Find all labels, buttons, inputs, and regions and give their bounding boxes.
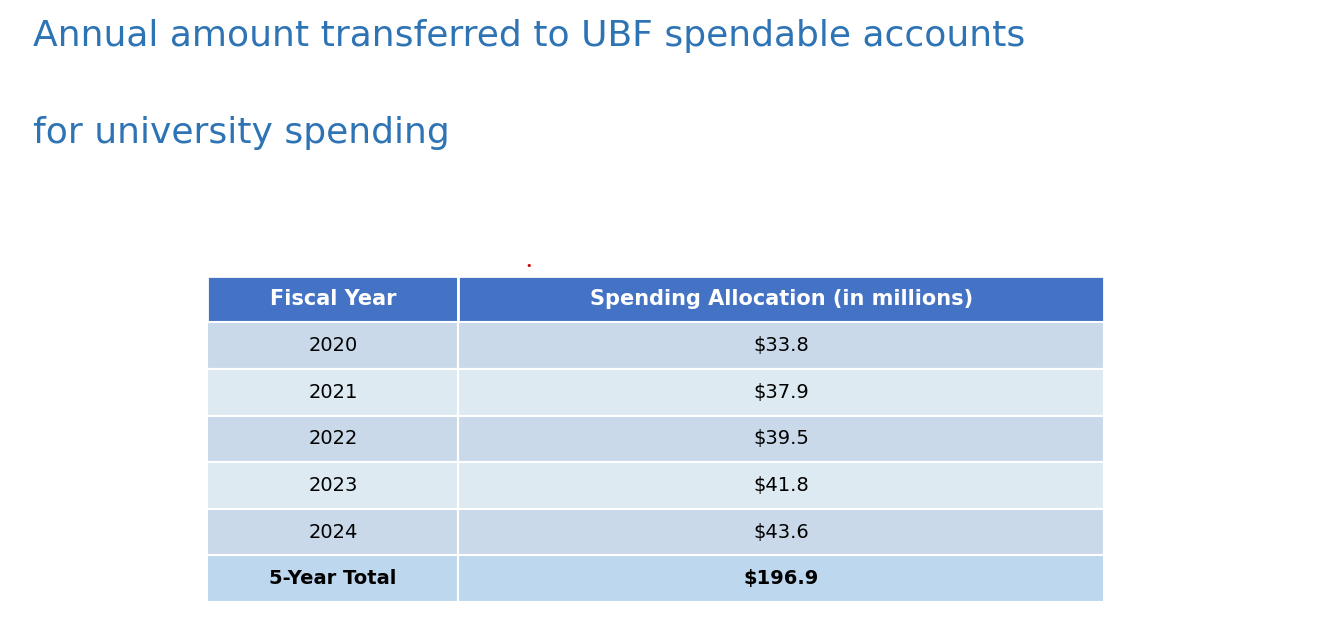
Text: •: • [526, 261, 531, 271]
FancyBboxPatch shape [459, 416, 1104, 462]
Text: 2023: 2023 [308, 476, 357, 495]
Text: 2021: 2021 [308, 383, 357, 402]
Text: 2024: 2024 [308, 522, 357, 542]
Text: for university spending: for university spending [33, 116, 450, 150]
Text: $196.9: $196.9 [744, 569, 819, 588]
FancyBboxPatch shape [207, 276, 459, 322]
FancyBboxPatch shape [459, 276, 1104, 322]
Text: $37.9: $37.9 [753, 383, 809, 402]
Text: $33.8: $33.8 [753, 336, 809, 356]
Text: 5-Year Total: 5-Year Total [269, 569, 396, 588]
FancyBboxPatch shape [459, 508, 1104, 556]
Text: $41.8: $41.8 [753, 476, 809, 495]
FancyBboxPatch shape [459, 556, 1104, 602]
FancyBboxPatch shape [459, 462, 1104, 508]
FancyBboxPatch shape [459, 322, 1104, 369]
FancyBboxPatch shape [459, 369, 1104, 416]
FancyBboxPatch shape [207, 462, 459, 508]
Text: $43.6: $43.6 [753, 522, 809, 542]
FancyBboxPatch shape [207, 556, 459, 602]
FancyBboxPatch shape [207, 369, 459, 416]
Text: Fiscal Year: Fiscal Year [270, 289, 396, 309]
FancyBboxPatch shape [207, 508, 459, 556]
FancyBboxPatch shape [207, 416, 459, 462]
Text: Annual amount transferred to UBF spendable accounts: Annual amount transferred to UBF spendab… [33, 19, 1026, 53]
Text: 2022: 2022 [308, 429, 357, 448]
Text: Spending Allocation (in millions): Spending Allocation (in millions) [590, 289, 973, 309]
Text: $39.5: $39.5 [753, 429, 809, 448]
Text: 2020: 2020 [308, 336, 357, 356]
FancyBboxPatch shape [207, 322, 459, 369]
